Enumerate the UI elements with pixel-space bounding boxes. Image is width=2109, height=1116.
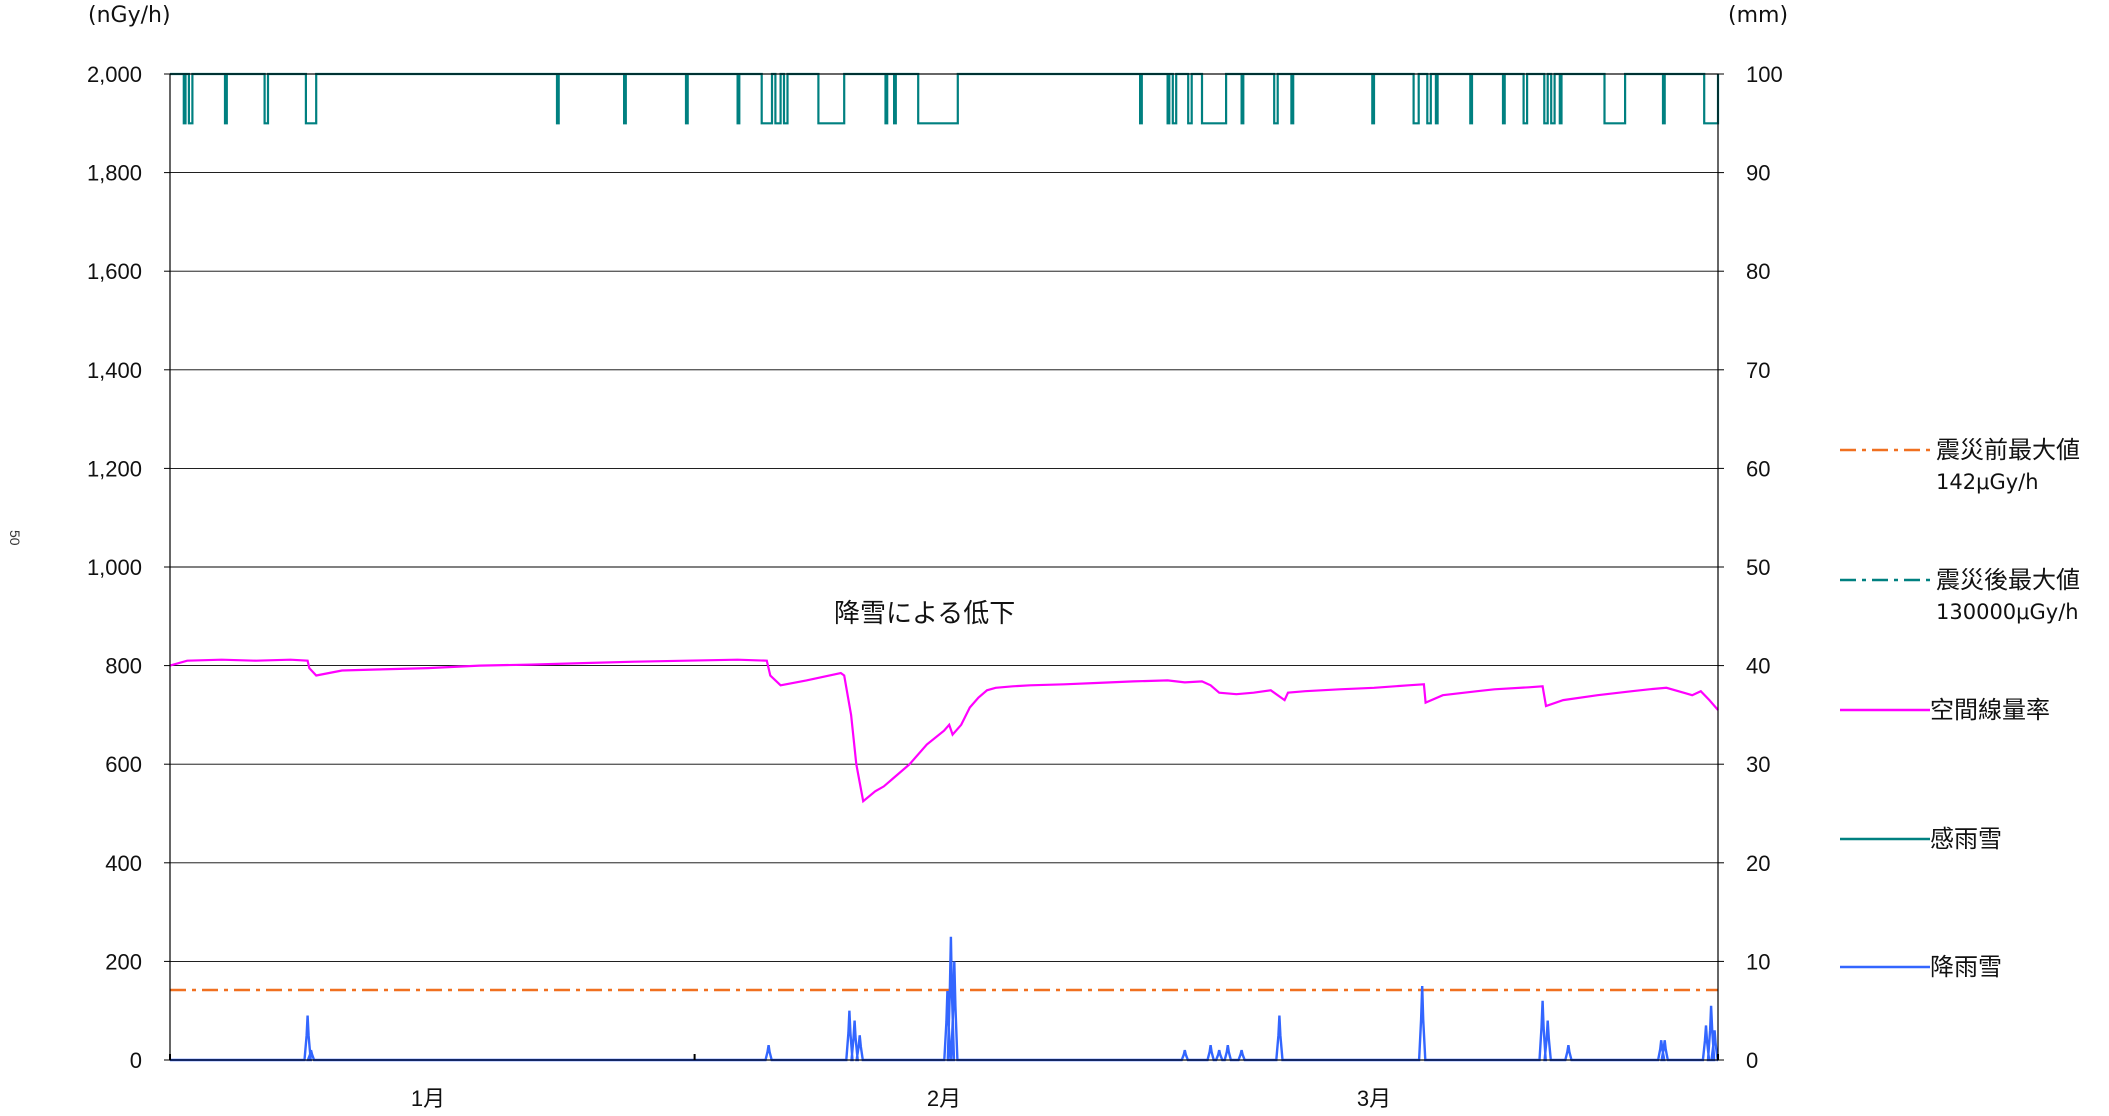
y-left-tick-label: 1,000: [87, 555, 142, 580]
y-right-tick-label: 40: [1746, 654, 1770, 679]
y-right-tick-label: 10: [1746, 949, 1770, 974]
series-air-dose-rate: [169, 658, 1719, 804]
y-right-tick-label: 0: [1746, 1048, 1758, 1073]
chart-annotation: 降雪による低下: [834, 599, 1015, 629]
y-right-tick-label: 70: [1746, 358, 1770, 383]
series-precipitation: [170, 936, 1719, 1062]
horizontal-gridlines: [170, 172, 1718, 962]
legend-item-air-dose-rate: 空間線量率: [1840, 696, 2050, 724]
legend: 震災前最大値 142μGy/h 震災後最大値 130000μGy/h 空間線量率…: [1840, 436, 2080, 981]
y-left-tick-label: 400: [105, 851, 142, 876]
y-left-tick-label: 2,000: [87, 62, 142, 87]
y-left-tick-label: 800: [105, 654, 142, 679]
y-left-tick-label: 600: [105, 752, 142, 777]
y-left-tick-labels: 0 200 400 600 800 1,000 1,200 1,400 1,600 1,800 2,…: [87, 62, 170, 1073]
page-number: 50: [7, 530, 23, 546]
x-month-label: 2月: [927, 1086, 961, 1111]
y-left-tick-label: 200: [105, 949, 142, 974]
y-left-tick-label: 1,400: [87, 358, 142, 383]
y-left-tick-label: 1,600: [87, 259, 142, 284]
legend-label-rain-snow-sensor: 感雨雪: [1930, 825, 2002, 853]
x-month-label: 1月: [411, 1086, 445, 1111]
legend-label-post-disaster-max: 震災後最大値: [1936, 566, 2080, 594]
legend-sub-pre-disaster-max: 142μGy/h: [1936, 470, 2039, 494]
x-axis-ticks: 1月 2月 3月: [169, 1054, 1719, 1111]
y-right-tick-label: 30: [1746, 752, 1770, 777]
y-right-tick-label: 80: [1746, 259, 1770, 284]
legend-label-air-dose-rate: 空間線量率: [1930, 696, 2050, 724]
y-left-tick-label: 1,800: [87, 161, 142, 186]
y-right-tick-labels: 0 10 20 30 40 50 60 70 80 90 100: [1718, 62, 1783, 1073]
y-right-tick-label: 100: [1746, 62, 1783, 87]
y-left-tick-label: 0: [130, 1048, 142, 1073]
legend-item-post-disaster-max: 震災後最大値 130000μGy/h: [1840, 566, 2080, 624]
legend-label-pre-disaster-max: 震災前最大値: [1936, 436, 2080, 464]
y-right-unit-label: (mm): [1728, 3, 1788, 28]
y-right-tick-label: 50: [1746, 555, 1770, 580]
legend-item-precipitation: 降雨雪: [1840, 953, 2002, 981]
y-right-tick-label: 60: [1746, 456, 1770, 481]
legend-sub-post-disaster-max: 130000μGy/h: [1936, 600, 2079, 624]
y-right-tick-label: 90: [1746, 161, 1770, 186]
legend-item-pre-disaster-max: 震災前最大値 142μGy/h: [1840, 436, 2080, 494]
y-right-tick-label: 20: [1746, 851, 1770, 876]
legend-label-precipitation: 降雨雪: [1930, 953, 2002, 981]
series-rain-snow-sensor: [170, 72, 1720, 125]
x-month-label: 3月: [1357, 1086, 1391, 1111]
y-left-unit-label: (nGy/h): [88, 3, 171, 28]
legend-item-rain-snow-sensor: 感雨雪: [1840, 825, 2002, 853]
y-left-tick-label: 1,200: [87, 456, 142, 481]
